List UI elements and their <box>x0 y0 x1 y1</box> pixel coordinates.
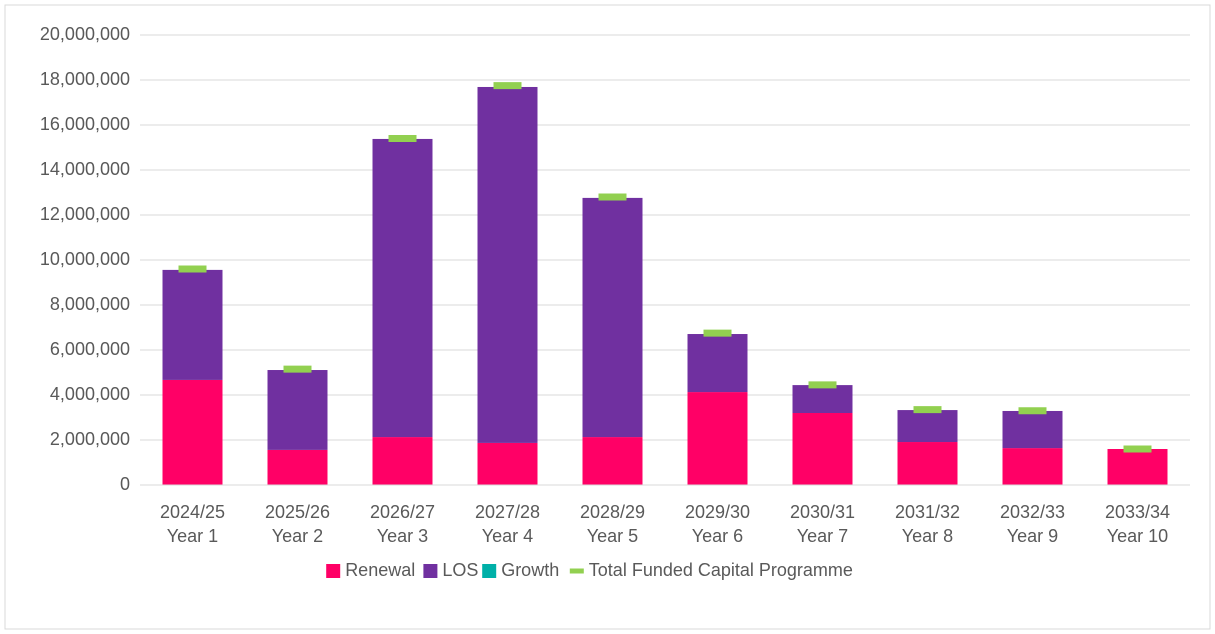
x-tick-label: Year 10 <box>1107 526 1168 546</box>
bar-segment <box>582 437 643 485</box>
y-tick-label: 12,000,000 <box>40 204 130 224</box>
x-tick-label: 2027/28 <box>475 502 540 522</box>
bar-segment <box>1107 449 1168 485</box>
bar-segment <box>582 197 643 438</box>
y-tick-label: 8,000,000 <box>50 294 130 314</box>
x-tick-label: Year 2 <box>272 526 323 546</box>
bar-segment <box>897 410 958 443</box>
bar-segment <box>897 442 958 485</box>
x-tick-label: Year 7 <box>797 526 848 546</box>
bar-segment <box>1002 448 1063 485</box>
legend-label: LOS <box>442 560 478 580</box>
y-tick-label: 14,000,000 <box>40 159 130 179</box>
x-tick-label: Year 5 <box>587 526 638 546</box>
x-tick-label: 2025/26 <box>265 502 330 522</box>
bar-segment <box>372 437 433 485</box>
legend-swatch <box>423 564 438 578</box>
bar-segment <box>162 379 223 485</box>
legend-swatch <box>326 564 341 578</box>
bar-segment <box>162 269 223 380</box>
x-tick-label: 2031/32 <box>895 502 960 522</box>
bar-segment <box>792 385 853 413</box>
x-tick-label: Year 6 <box>692 526 743 546</box>
y-tick-label: 2,000,000 <box>50 429 130 449</box>
y-tick-label: 18,000,000 <box>40 69 130 89</box>
y-tick-label: 20,000,000 <box>40 24 130 44</box>
bar-segment <box>1002 410 1063 449</box>
x-tick-label: Year 9 <box>1007 526 1058 546</box>
y-tick-label: 16,000,000 <box>40 114 130 134</box>
x-tick-label: Year 8 <box>902 526 953 546</box>
y-tick-label: 4,000,000 <box>50 384 130 404</box>
bar-segment <box>267 370 328 450</box>
bar-segment <box>477 86 538 443</box>
x-tick-label: 2033/34 <box>1105 502 1170 522</box>
legend-label: Growth <box>501 560 559 580</box>
legend-swatch <box>482 564 497 578</box>
x-tick-label: 2029/30 <box>685 502 750 522</box>
bar-segment <box>792 413 853 485</box>
bar-segment <box>267 449 328 485</box>
x-tick-label: 2030/31 <box>790 502 855 522</box>
x-tick-label: 2024/25 <box>160 502 225 522</box>
x-tick-label: Year 3 <box>377 526 428 546</box>
x-tick-label: Year 4 <box>482 526 533 546</box>
bar-segment <box>477 442 538 485</box>
x-tick-label: Year 1 <box>167 526 218 546</box>
bar-segment <box>687 334 748 393</box>
y-tick-label: 6,000,000 <box>50 339 130 359</box>
bar-segment <box>372 138 433 438</box>
legend-label: Renewal <box>345 560 415 580</box>
y-tick-label: 10,000,000 <box>40 249 130 269</box>
y-tick-label: 0 <box>120 474 130 494</box>
x-tick-label: 2032/33 <box>1000 502 1065 522</box>
bar-segment <box>687 392 748 485</box>
legend-label: Total Funded Capital Programme <box>589 560 853 580</box>
x-tick-label: 2028/29 <box>580 502 645 522</box>
x-tick-label: 2026/27 <box>370 502 435 522</box>
